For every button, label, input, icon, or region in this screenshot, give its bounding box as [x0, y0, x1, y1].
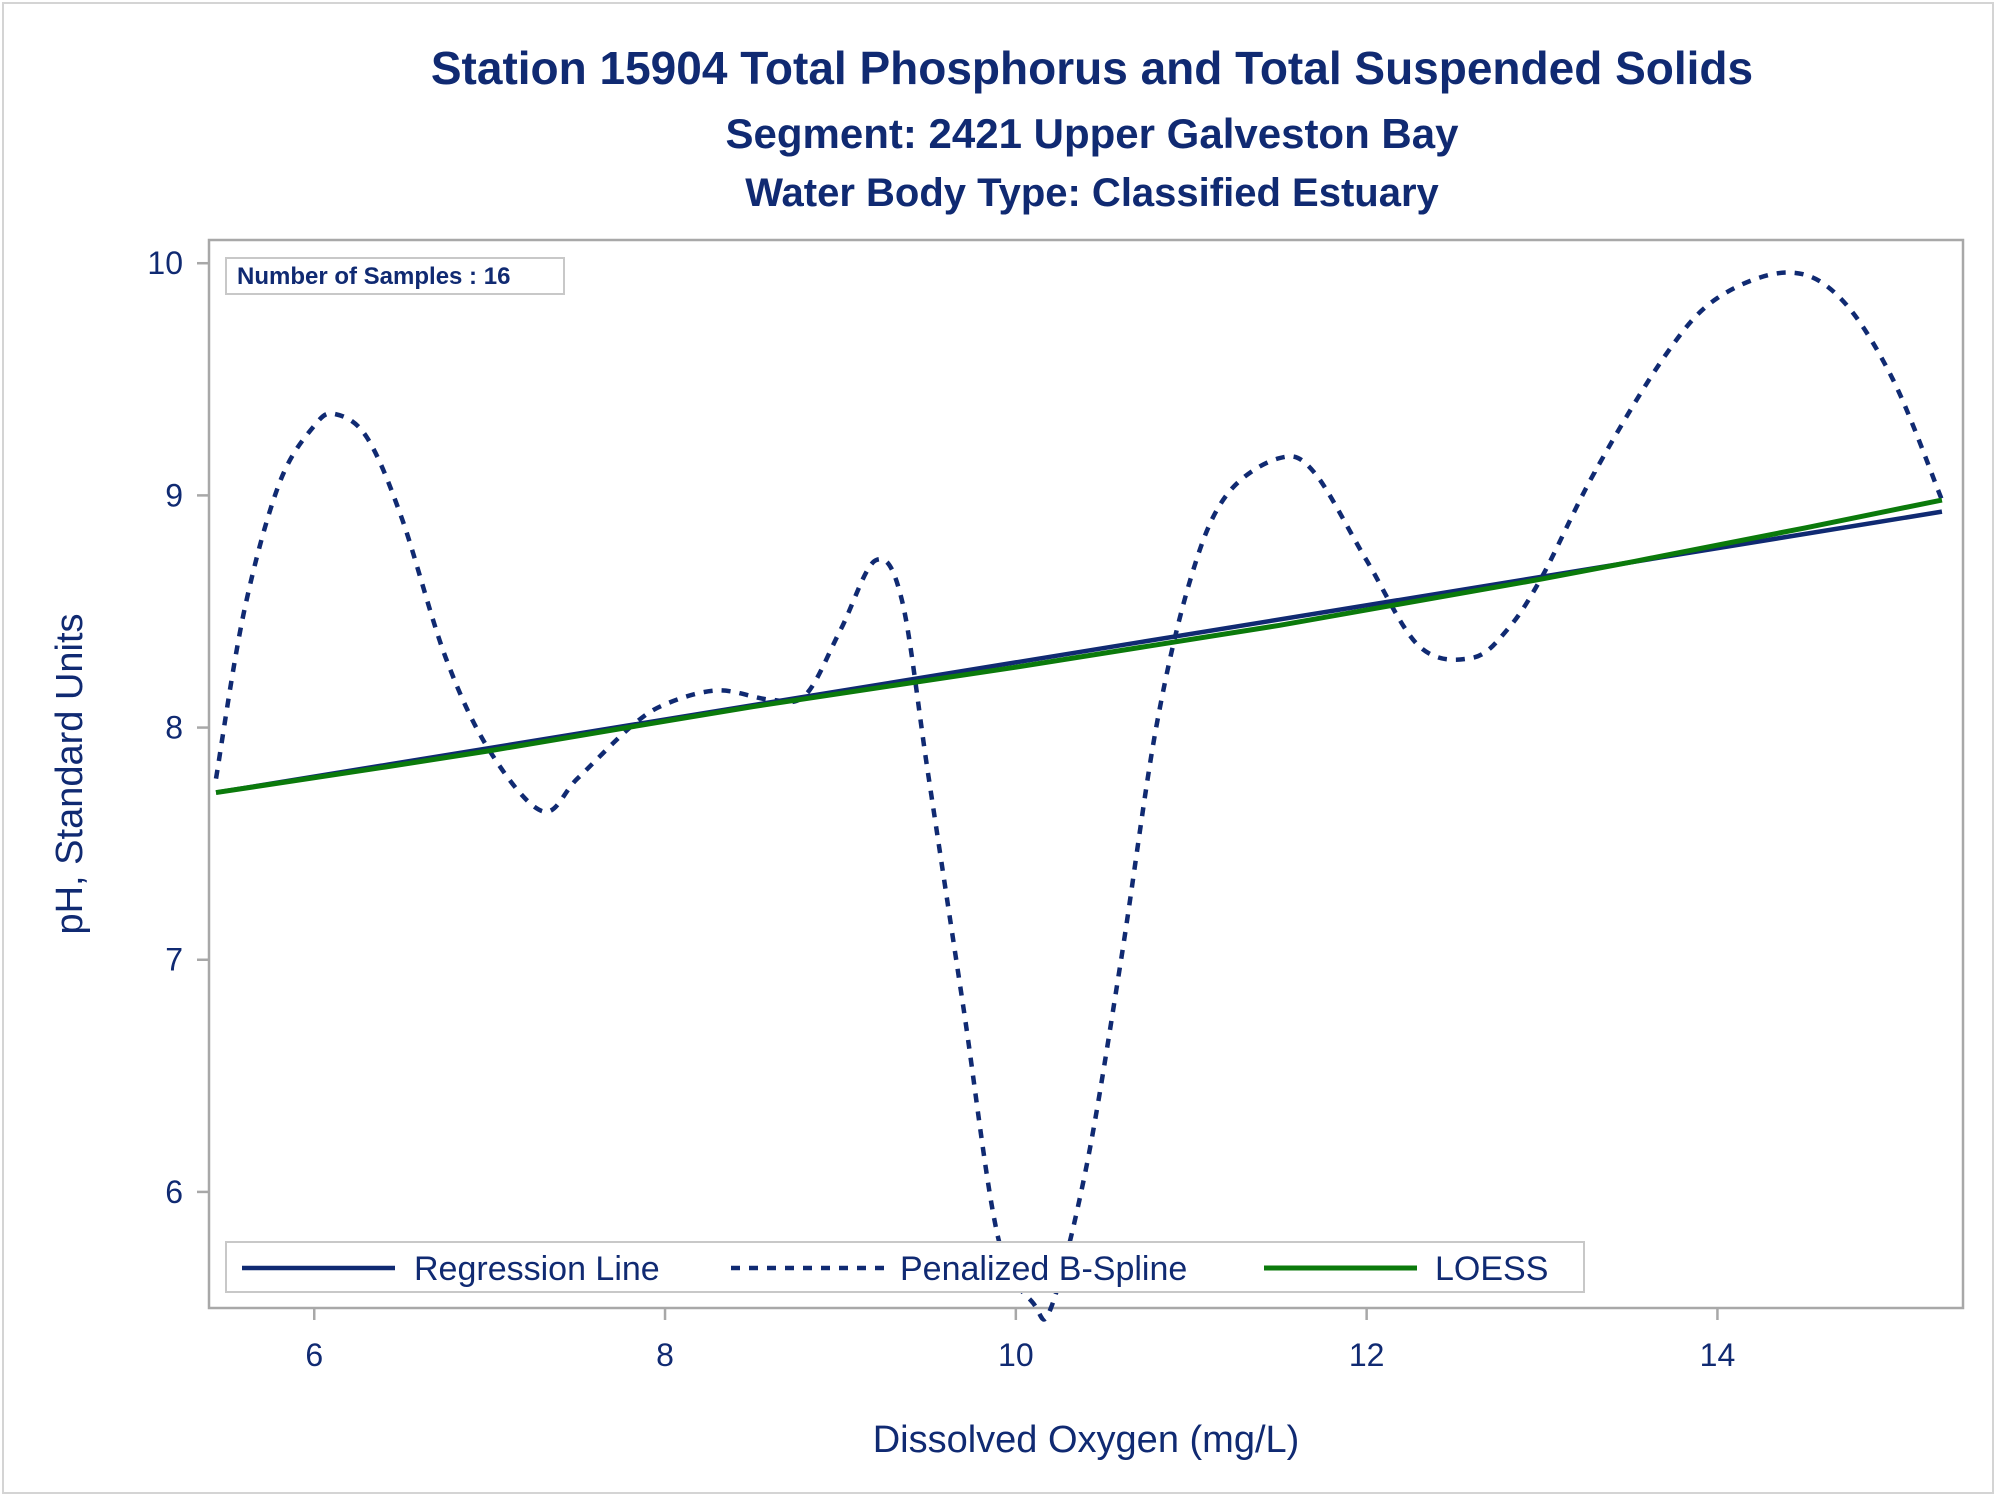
x-tick-label: 6	[305, 1337, 323, 1373]
x-tick-label: 14	[1700, 1337, 1736, 1373]
plot-area	[207, 238, 1965, 1310]
series-penalized-b-spline	[213, 270, 1945, 1322]
legend-label-loess: LOESS	[1435, 1250, 1548, 1288]
x-tick-label: 10	[998, 1337, 1034, 1373]
x-tick-label: 8	[656, 1337, 674, 1373]
x-axis: 6 8 10 12 14	[305, 1308, 1735, 1373]
y-tick-label: 10	[147, 245, 183, 281]
sample-count-text: Number of Samples : 16	[237, 263, 510, 290]
y-tick-label: 9	[165, 477, 183, 513]
series-layer	[213, 270, 1945, 1322]
sample-count-box: Number of Samples : 16	[225, 257, 565, 295]
series-loess	[215, 497, 1943, 796]
chart-title: Station 15904 Total Phosphorus and Total…	[431, 42, 1753, 94]
legend: Regression Line Penalized B-Spline LOESS	[225, 1241, 1585, 1293]
x-axis-label: Dissolved Oxygen (mg/L)	[873, 1419, 1300, 1461]
x-tick-label: 12	[1349, 1337, 1385, 1373]
legend-label-regression-line: Regression Line	[414, 1250, 660, 1288]
y-axis: 6 7 8 9 10	[147, 245, 209, 1210]
chart-subtitle: Segment: 2421 Upper Galveston Bay	[726, 110, 1460, 157]
y-tick-label: 7	[165, 942, 183, 978]
chart-subtitle-2: Water Body Type: Classified Estuary	[745, 171, 1439, 215]
legend-label-penalized-b-spline: Penalized B-Spline	[900, 1250, 1187, 1288]
y-tick-label: 8	[165, 710, 183, 746]
y-axis-label: pH, Standard Units	[49, 613, 91, 934]
y-tick-label: 6	[165, 1174, 183, 1210]
